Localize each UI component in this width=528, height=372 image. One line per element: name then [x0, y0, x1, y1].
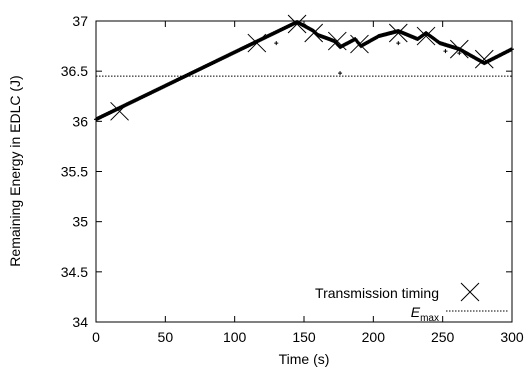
x-ticks: 0 50 100 150 200 250 300 [92, 21, 524, 345]
x-tick-label: 50 [158, 329, 174, 345]
plot-frame [95, 20, 513, 323]
x-tick-label: 100 [223, 329, 247, 345]
transmission-marker [474, 49, 494, 69]
transmission-marker [287, 14, 307, 34]
legend-marker-transmission [460, 282, 480, 302]
y-tick-label: 35.5 [61, 164, 88, 180]
y-tick-label: 37 [72, 13, 88, 29]
x-tick-label: 150 [292, 329, 316, 345]
legend: Transmission timing Emax [315, 282, 508, 324]
transmission-marker [327, 31, 347, 51]
legend-label-transmission: Transmission timing [315, 285, 439, 301]
y-ticks: 34 34.5 35 35.5 36 36.5 37 [61, 13, 512, 330]
isolated-point [457, 51, 462, 56]
y-tick-label: 34 [72, 314, 88, 330]
isolated-point [443, 49, 448, 54]
x-axis-title: Time (s) [279, 351, 330, 367]
x-tick-label: 300 [500, 329, 524, 345]
transmission-marker [416, 26, 436, 46]
isolated-point [274, 41, 279, 46]
isolated-points [274, 41, 462, 76]
transmission-marker [247, 33, 267, 53]
x-tick-label: 0 [92, 329, 100, 345]
axes [95, 20, 513, 323]
y-tick-label: 36.5 [61, 63, 88, 79]
energy-trace [94, 20, 514, 122]
isolated-point [338, 71, 343, 76]
x-tick-label: 200 [362, 329, 386, 345]
y-axis-title: Remaining Energy in EDLC (J) [7, 75, 23, 266]
y-tick-label: 36 [72, 113, 88, 129]
transmission-marker [449, 39, 469, 59]
transmission-marker [110, 101, 129, 121]
x-tick-label: 250 [431, 329, 455, 345]
transmission-marker [304, 23, 324, 43]
transmission-marker [388, 23, 408, 43]
y-tick-label: 34.5 [61, 264, 88, 280]
legend-emax-sub: max [420, 313, 439, 324]
transmission-markers [110, 14, 494, 121]
legend-x-glyph [460, 282, 480, 302]
legend-label-emax: Emax [411, 304, 439, 324]
isolated-point [396, 41, 401, 46]
y-tick-label: 35 [72, 214, 88, 230]
legend-emax-base: E [411, 304, 421, 320]
transmission-marker [350, 34, 369, 54]
